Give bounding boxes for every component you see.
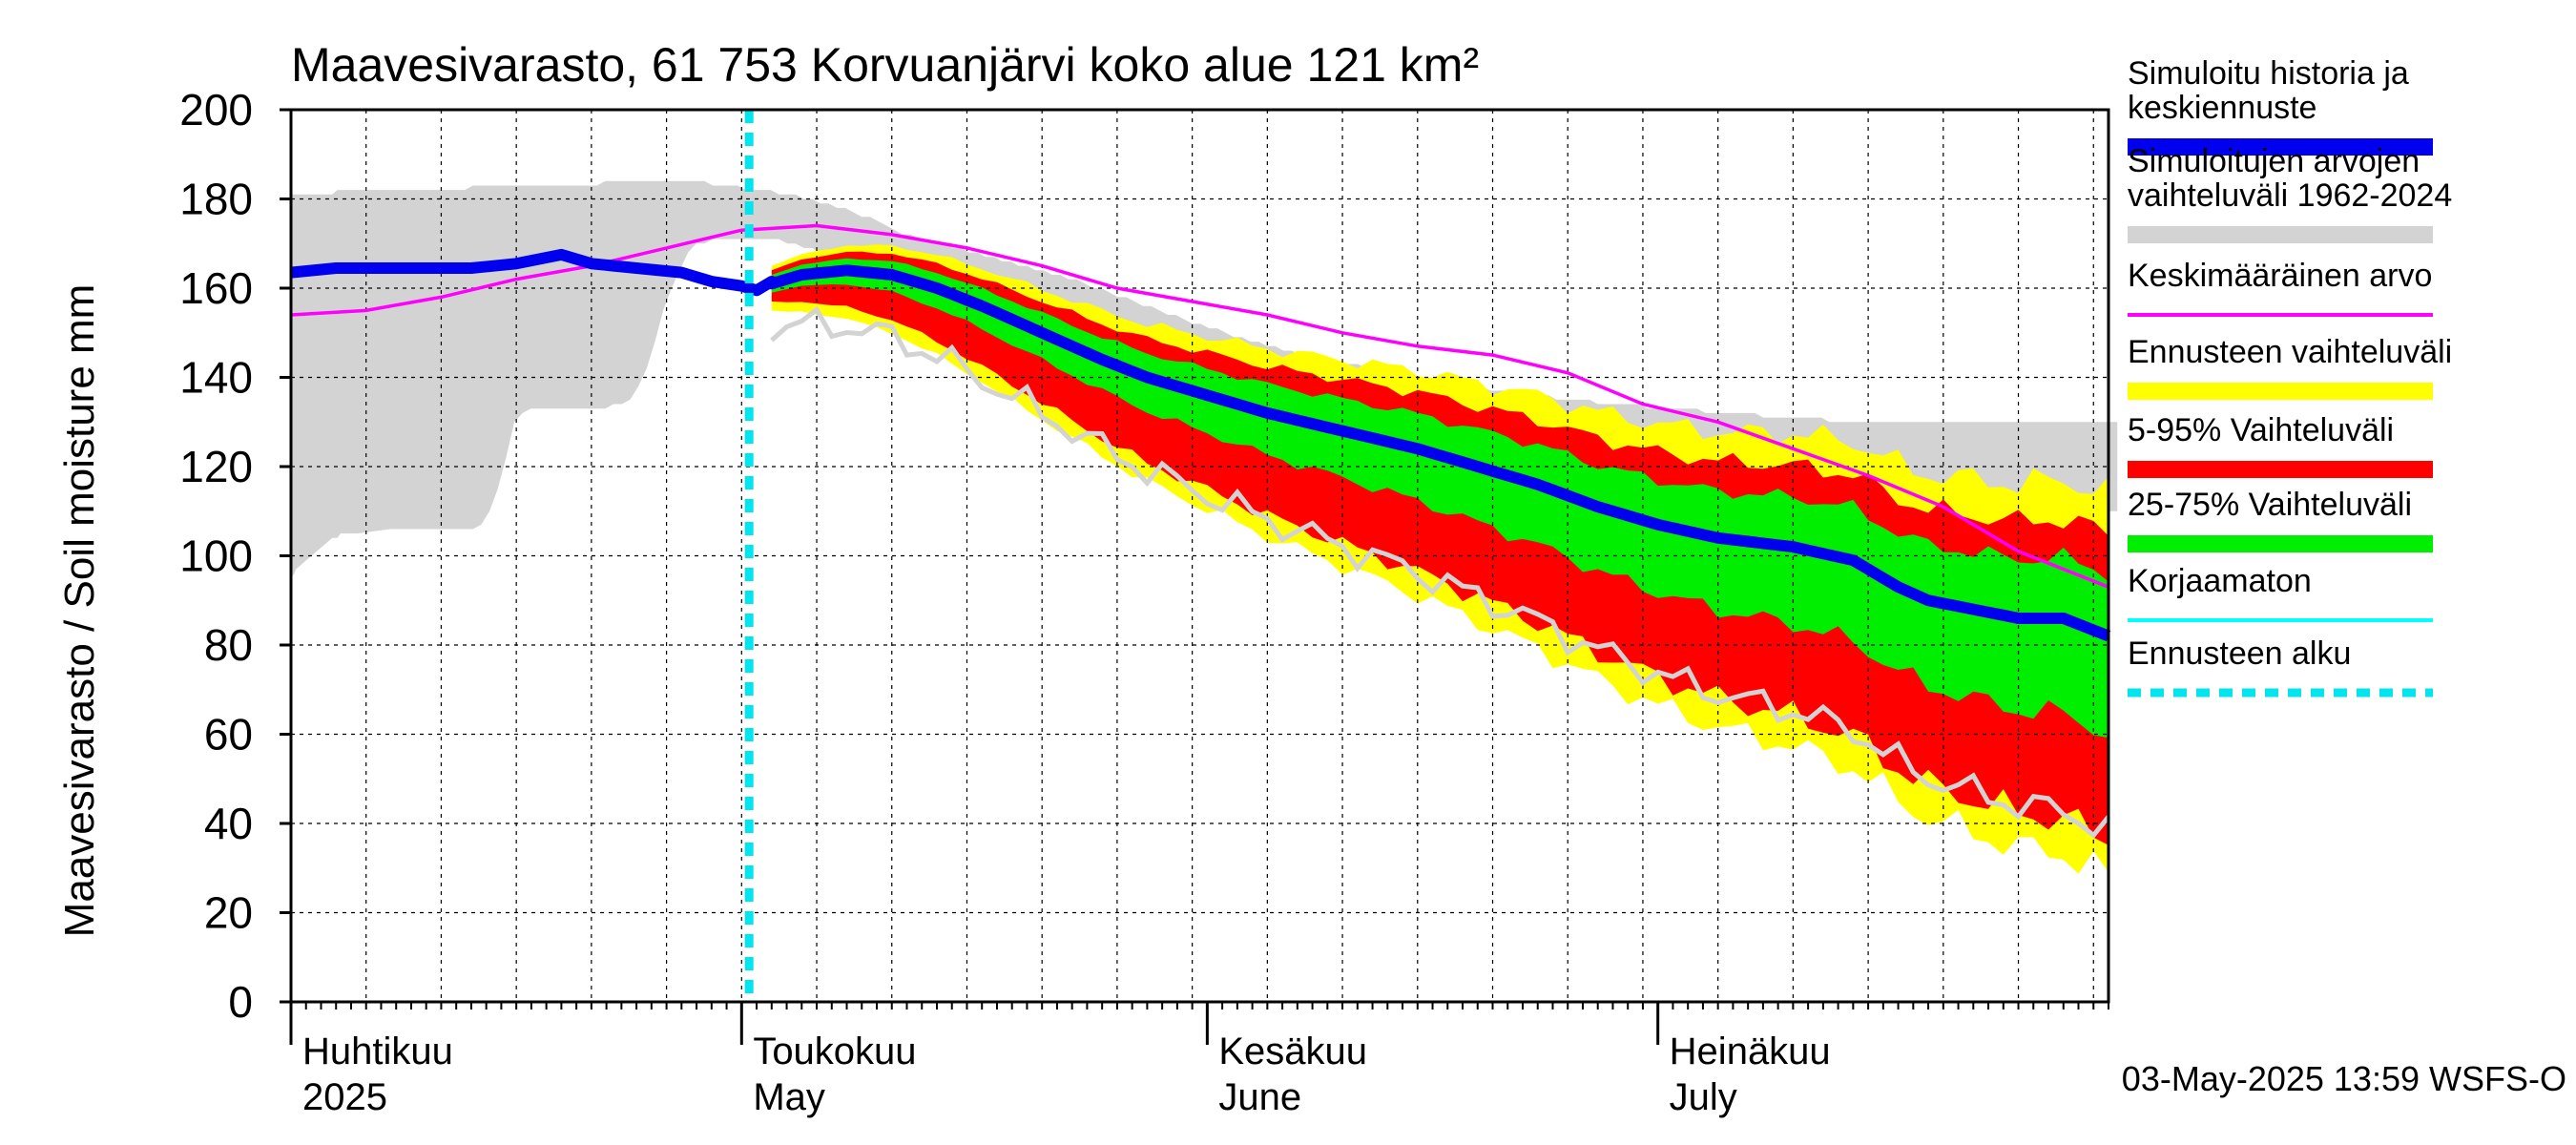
- legend-label: vaihteluväli 1962-2024: [2128, 177, 2452, 214]
- legend-label: Simuloitujen arvojen: [2128, 143, 2420, 179]
- legend-swatch: [2128, 383, 2433, 400]
- legend-label: Korjaamaton: [2128, 563, 2312, 599]
- month-label-en: July: [1670, 1076, 1737, 1118]
- y-tick-label: 120: [179, 442, 253, 491]
- legend-label: Keskimääräinen arvo: [2128, 258, 2432, 294]
- y-tick-label: 200: [179, 85, 253, 135]
- month-label-en: May: [753, 1076, 825, 1118]
- month-label-fi: Huhtikuu: [302, 1030, 453, 1072]
- y-tick-label: 80: [204, 620, 253, 670]
- legend-label: keskiennuste: [2128, 90, 2316, 126]
- forecast-5-95-band: [771, 251, 2109, 845]
- legend-label: 5-95% Vaihteluväli: [2128, 412, 2394, 448]
- month-label-en: 2025: [302, 1076, 387, 1118]
- y-tick-label: 100: [179, 531, 253, 581]
- y-tick-label: 20: [204, 888, 253, 938]
- legend-swatch: [2128, 138, 2433, 156]
- y-tick-label: 60: [204, 710, 253, 760]
- uncorrected-forecast-line: [770, 305, 2110, 839]
- month-label-fi: Heinäkuu: [1670, 1030, 1831, 1072]
- month-label-fi: Kesäkuu: [1218, 1030, 1367, 1072]
- legend-swatch: [2128, 535, 2433, 552]
- legend-label: Simuloitu historia ja: [2128, 55, 2409, 92]
- y-tick-label: 160: [179, 263, 253, 313]
- forecast-25-75-band: [771, 258, 2109, 739]
- simulated-median-line: [290, 248, 2111, 642]
- legend-swatch: [2128, 226, 2433, 243]
- y-tick-label: 140: [179, 353, 253, 403]
- y-tick-label: 180: [179, 175, 253, 224]
- chart-title: Maavesivarasto, 61 753 Korvuanjärvi koko…: [291, 38, 1479, 92]
- legend-label: Ennusteen alku: [2128, 635, 2351, 672]
- legend-label: 25-75% Vaihteluväli: [2128, 487, 2412, 523]
- legend-swatch: [2128, 461, 2433, 478]
- y-axis-label: Maavesivarasto / Soil moisture mm: [56, 284, 103, 938]
- timestamp: 03-May-2025 13:59 WSFS-O: [2122, 1059, 2566, 1098]
- legend-label: Ennusteen vaihteluväli: [2128, 334, 2452, 370]
- month-label-fi: Toukokuu: [753, 1030, 916, 1072]
- month-label-en: June: [1218, 1076, 1301, 1118]
- y-tick-label: 40: [204, 799, 253, 848]
- y-tick-label: 0: [228, 977, 253, 1027]
- plot-area: 0 20 40 60 80 100 120 140 160 180 200 Huhtikuu2025…: [179, 85, 2118, 1118]
